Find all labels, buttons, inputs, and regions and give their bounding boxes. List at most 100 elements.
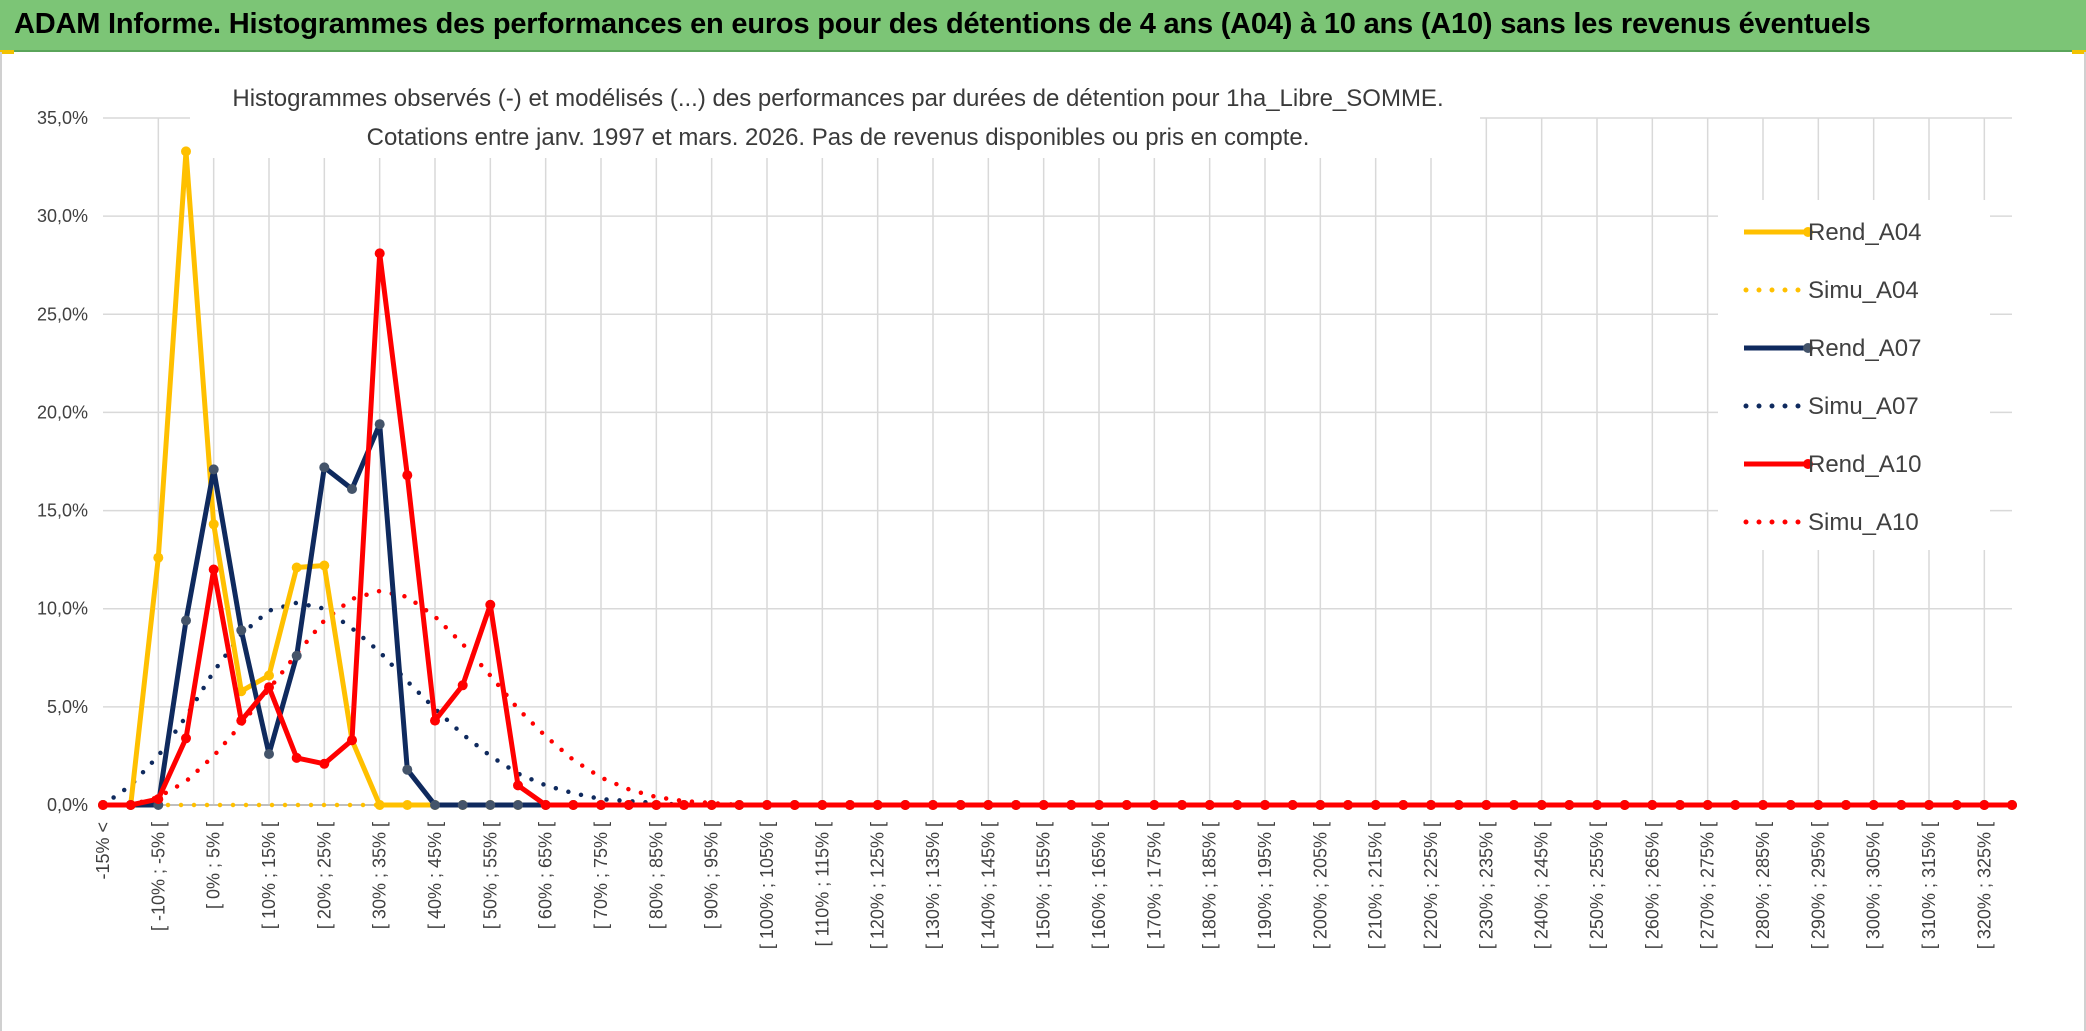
- x-tick-label: [ -10% ; -5% [: [148, 822, 168, 931]
- data-point: [734, 800, 745, 810]
- data-point: [181, 615, 191, 626]
- legend-marker: [1803, 343, 1813, 353]
- chart-frame: [0, 52, 2086, 1031]
- data-point: [1287, 800, 1298, 810]
- series-layer: [98, 146, 2017, 810]
- x-tick-label: [ 140% ; 145% [: [978, 822, 998, 949]
- x-tick-label: [ 40% ; 45% [: [425, 822, 445, 929]
- data-point: [374, 800, 385, 810]
- legend-marker: [1803, 459, 1813, 469]
- chart-title-background: [190, 78, 1480, 158]
- data-point: [264, 749, 274, 759]
- data-point: [1149, 800, 1160, 810]
- x-tick-label: [ 250% ; 255% [: [1587, 822, 1607, 949]
- x-tick-label: [ 270% ; 275% [: [1698, 822, 1718, 949]
- x-tick-label: [ 80% ; 85% [: [646, 822, 666, 929]
- data-point: [1066, 800, 1077, 810]
- x-tick-label: [ 120% ; 125% [: [868, 822, 888, 949]
- x-tick-label: [ 230% ; 235% [: [1476, 822, 1496, 949]
- data-point: [1924, 800, 1934, 810]
- data-point: [2007, 800, 2017, 810]
- x-tick-label: [ 150% ; 155% [: [1034, 822, 1054, 949]
- data-point: [319, 560, 330, 571]
- data-point: [485, 800, 496, 810]
- data-point: [485, 599, 496, 610]
- x-tick-label: [ 300% ; 305% [: [1864, 822, 1884, 949]
- data-point: [623, 800, 634, 810]
- x-tick-label: [ 190% ; 195% [: [1255, 822, 1275, 949]
- y-tick-label: 15,0%: [37, 501, 88, 521]
- corner-accent-left: [0, 50, 14, 54]
- data-point: [457, 680, 468, 691]
- data-point: [1841, 800, 1851, 810]
- x-tick-label: [ 160% ; 165% [: [1089, 822, 1109, 949]
- legend-marker: [1803, 227, 1813, 237]
- x-tick-label: [ 20% ; 25% [: [314, 822, 334, 929]
- y-tick-label: 35,0%: [37, 108, 88, 128]
- data-point: [1564, 800, 1575, 810]
- data-point: [98, 800, 108, 810]
- data-point: [125, 800, 136, 810]
- data-point: [208, 464, 219, 475]
- x-tick-label: [ 60% ; 65% [: [536, 822, 556, 929]
- data-point: [872, 800, 883, 810]
- data-point: [1011, 800, 1021, 810]
- y-axis: 0,0% 5,0% 10,0% 15,0% 20,0% 25,0% 30,0% 35,0%: [37, 108, 88, 815]
- data-point: [153, 794, 164, 805]
- x-tick-label: [ 210% ; 215% [: [1366, 822, 1386, 949]
- data-point: [1260, 800, 1270, 810]
- legend-label: Rend_A10: [1808, 451, 1921, 478]
- data-point: [1592, 800, 1602, 810]
- x-tick-label: [ 30% ; 35% [: [370, 822, 390, 929]
- x-tick-label: [ 200% ; 205% [: [1310, 822, 1330, 949]
- data-point: [1758, 800, 1768, 810]
- chart-title-block: Histogrammes observés (-) et modélisés (…: [190, 78, 1480, 158]
- series-line-simu_a07: [100, 600, 2015, 808]
- data-point: [1315, 800, 1326, 810]
- data-point: [1177, 800, 1187, 810]
- data-point: [1951, 800, 1962, 810]
- data-point: [264, 682, 274, 693]
- data-point: [430, 800, 440, 810]
- x-tick-label: [ 90% ; 95% [: [702, 822, 722, 929]
- data-point: [1702, 800, 1713, 810]
- data-point: [596, 800, 606, 810]
- x-tick-label: [ 310% ; 315% [: [1919, 822, 1939, 949]
- data-point: [679, 800, 689, 810]
- legend: Rend_A04 Simu_A04 Rend_A07 Simu_A07 Rend_A10…: [1718, 200, 1990, 550]
- x-tick-label: [ 50% ; 55% [: [480, 822, 500, 929]
- data-point: [817, 800, 828, 810]
- data-point: [291, 752, 302, 763]
- x-tick-label: [ 180% ; 185% [: [1200, 822, 1220, 949]
- data-point: [1509, 800, 1519, 810]
- x-tick-label: -15% <: [93, 822, 113, 880]
- data-point: [1343, 800, 1353, 810]
- data-point: [402, 764, 413, 775]
- data-point: [374, 419, 385, 430]
- data-point: [402, 800, 413, 810]
- x-tick-label: [ 240% ; 245% [: [1532, 822, 1552, 949]
- data-point: [928, 800, 938, 810]
- data-point: [1426, 800, 1436, 810]
- page-title: ADAM Informe. Histogrammes des performan…: [14, 8, 1871, 40]
- x-tick-label: [ 110% ; 115% [: [812, 822, 832, 946]
- data-point: [1232, 800, 1243, 810]
- data-point: [789, 800, 800, 810]
- data-point: [1647, 800, 1658, 810]
- data-point: [706, 800, 717, 810]
- data-point: [236, 625, 247, 636]
- data-point: [457, 800, 468, 810]
- y-tick-label: 0,0%: [47, 795, 88, 815]
- data-point: [430, 715, 440, 726]
- header-bar: ADAM Informe. Histogrammes des performan…: [0, 0, 2086, 52]
- data-point: [236, 715, 247, 726]
- data-point: [208, 564, 219, 575]
- data-point: [374, 248, 385, 259]
- data-point: [1785, 800, 1796, 810]
- corner-accent-right: [2072, 50, 2086, 54]
- data-point: [1979, 800, 1990, 810]
- data-point: [181, 146, 191, 157]
- data-point: [540, 800, 551, 810]
- data-point: [319, 462, 330, 473]
